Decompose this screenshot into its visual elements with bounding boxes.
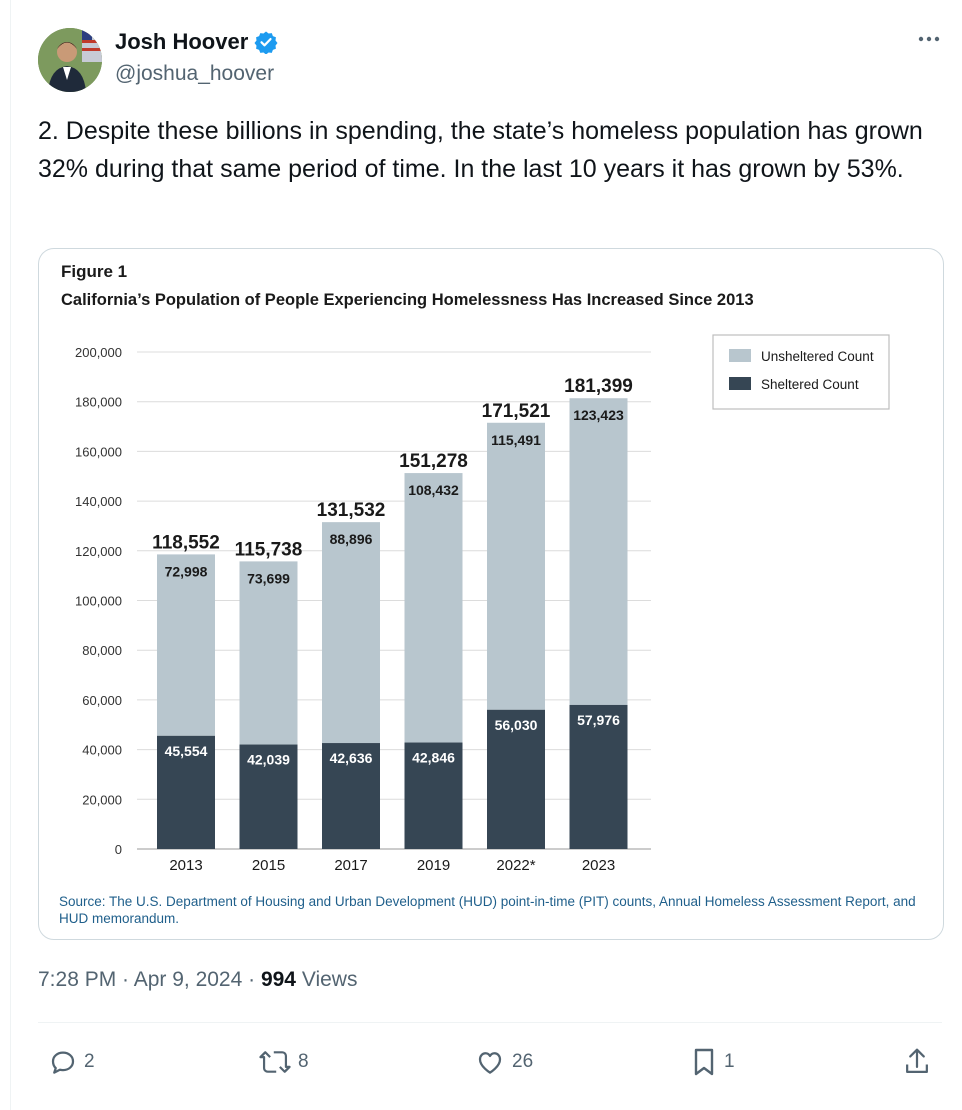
- author-name[interactable]: Josh Hoover: [115, 29, 249, 54]
- figure-label: Figure 1: [61, 262, 127, 281]
- y-tick-label: 100,000: [75, 594, 122, 609]
- share-button[interactable]: [902, 1044, 932, 1080]
- y-tick-label: 20,000: [82, 792, 122, 807]
- tweet-text: 2. Despite these billions in spending, t…: [38, 117, 923, 183]
- unsheltered-value-label: 115,491: [491, 432, 541, 448]
- x-tick-label: 2017: [334, 857, 367, 874]
- x-tick-label: 2013: [169, 857, 202, 874]
- total-value-label: 115,738: [235, 539, 303, 560]
- reply-icon: [51, 1051, 75, 1074]
- y-tick-label: 200,000: [75, 345, 122, 360]
- chart-source: Source: The U.S. Department of Housing a…: [59, 894, 916, 926]
- reply-button[interactable]: 2: [48, 1044, 95, 1080]
- bar-unsheltered: [239, 561, 298, 745]
- total-value-label: 171,521: [482, 401, 551, 422]
- unsheltered-value-label: 88,896: [330, 531, 373, 547]
- reply-count: 2: [84, 1051, 95, 1072]
- author-handle[interactable]: @joshua_hoover: [115, 62, 275, 85]
- divider: [38, 1022, 942, 1023]
- repost-count: 8: [298, 1051, 309, 1072]
- sheltered-value-label: 42,846: [412, 750, 455, 766]
- tweet-timestamp[interactable]: 7:28 PM · Apr 9, 2024 ·: [38, 968, 261, 991]
- x-tick-label: 2019: [417, 857, 450, 874]
- unsheltered-value-label: 73,699: [247, 570, 290, 586]
- legend-swatch-sheltered: [729, 377, 751, 390]
- bar-sheltered: [322, 743, 380, 849]
- avatar[interactable]: [38, 28, 102, 92]
- unsheltered-value-label: 123,423: [573, 407, 624, 423]
- y-tick-label: 60,000: [82, 693, 122, 708]
- bar-unsheltered: [404, 473, 463, 743]
- bar-unsheltered: [157, 554, 215, 736]
- y-tick-label: 120,000: [75, 544, 122, 559]
- like-button[interactable]: 26: [474, 1044, 533, 1080]
- tweet-frame: [10, 0, 962, 1110]
- y-tick-label: 160,000: [75, 444, 122, 459]
- legend-label-unsheltered: Unsheltered Count: [761, 349, 874, 364]
- sheltered-value-label: 57,976: [577, 712, 620, 728]
- legend-swatch-unsheltered: [729, 349, 751, 362]
- y-tick-label: 180,000: [75, 395, 122, 410]
- tweet-metadata: 7:28 PM · Apr 9, 2024 · 994 Views: [38, 968, 357, 992]
- bar-sheltered: [157, 735, 215, 849]
- bar-sheltered: [239, 744, 298, 849]
- sheltered-value-label: 45,554: [165, 743, 208, 759]
- like-count: 26: [512, 1051, 534, 1072]
- sheltered-value-label: 42,636: [330, 750, 373, 766]
- x-tick-label: 2015: [252, 857, 285, 874]
- more-options-icon[interactable]: [916, 28, 942, 50]
- heart-icon: [478, 1052, 502, 1074]
- sheltered-value-label: 42,039: [247, 752, 290, 768]
- y-tick-label: 140,000: [75, 494, 122, 509]
- verified-badge-icon: [254, 31, 278, 54]
- bar-sheltered: [569, 704, 628, 849]
- bar-sheltered: [487, 709, 545, 849]
- y-tick-label: 80,000: [82, 643, 122, 658]
- unsheltered-value-label: 108,432: [408, 482, 459, 498]
- x-tick-label: 2022*: [496, 857, 535, 874]
- author-name-row[interactable]: Josh Hoover: [115, 29, 278, 55]
- chart-legend: Unsheltered Count Sheltered Count: [712, 334, 890, 410]
- views-label: Views: [296, 968, 358, 991]
- y-tick-label: 40,000: [82, 743, 122, 758]
- unsheltered-value-label: 72,998: [165, 563, 208, 579]
- bookmark-icon: [694, 1048, 714, 1076]
- sheltered-value-label: 56,030: [495, 717, 538, 733]
- bar-sheltered: [404, 742, 463, 849]
- bar-unsheltered: [322, 522, 380, 744]
- total-value-label: 151,278: [399, 451, 468, 472]
- x-tick-label: 2023: [582, 857, 615, 874]
- bookmark-count: 1: [724, 1051, 735, 1072]
- share-icon: [906, 1048, 928, 1073]
- chart-image-card[interactable]: Figure 1 California’s Population of Peop…: [38, 248, 944, 940]
- bar-unsheltered: [487, 422, 545, 710]
- bookmark-button[interactable]: 1: [690, 1044, 735, 1080]
- total-value-label: 118,552: [152, 532, 220, 553]
- repost-icon: [259, 1051, 291, 1073]
- y-tick-label: 0: [115, 842, 122, 857]
- legend-label-sheltered: Sheltered Count: [761, 377, 859, 392]
- total-value-label: 181,399: [564, 376, 633, 397]
- views-count: 994: [260, 968, 296, 991]
- chart-title: California’s Population of People Experi…: [61, 291, 754, 309]
- bar-unsheltered: [569, 398, 628, 705]
- total-value-label: 131,532: [317, 500, 386, 521]
- chart: Figure 1 California’s Population of Peop…: [59, 262, 916, 926]
- repost-button[interactable]: 8: [258, 1044, 309, 1080]
